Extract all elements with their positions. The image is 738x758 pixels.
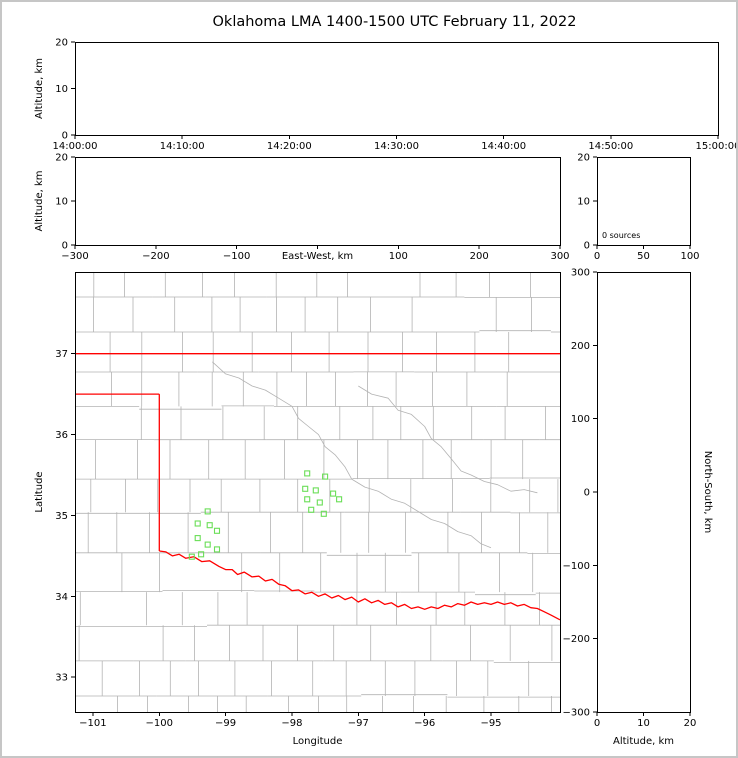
- state-border-lines: [75, 353, 560, 621]
- river-line: [212, 361, 492, 549]
- station-marker: [188, 553, 195, 560]
- ns-height-panel-border: [597, 272, 691, 713]
- y-tick-label: 200: [571, 341, 590, 352]
- x-axis-label: Altitude, km: [613, 736, 674, 747]
- y-tick-label: 35: [55, 511, 68, 522]
- y-tick-label: −100: [563, 561, 590, 572]
- x-tick-label: 100: [680, 251, 699, 262]
- x-tick-label: 0: [594, 718, 600, 729]
- histogram-panel: 0 50 100 0 10 20 0 sources: [577, 153, 699, 263]
- x-tick-label: −101: [79, 718, 106, 729]
- x-tick-label: 200: [470, 251, 489, 262]
- x-tick-label: −200: [142, 251, 169, 262]
- x-axis-label: Longitude: [293, 736, 343, 747]
- county-lines: [75, 272, 560, 712]
- y-tick-label: 33: [55, 673, 68, 684]
- y-tick-label: 20: [55, 38, 68, 49]
- x-tick-label: −300: [61, 251, 88, 262]
- station-marker: [194, 520, 201, 527]
- y-axis-label: Latitude: [34, 471, 45, 512]
- x-tick-label: 10: [637, 718, 650, 729]
- y-tick-label: 100: [571, 414, 590, 425]
- x-tick-label: 20: [684, 718, 697, 729]
- y-tick-label: 10: [55, 84, 68, 95]
- x-tick-label: −98: [281, 718, 302, 729]
- station-marker: [320, 510, 327, 517]
- station-marker: [336, 496, 343, 503]
- y-tick-label: 0: [62, 241, 68, 252]
- x-tick-label: 14:50:00: [588, 141, 633, 152]
- x-tick-label: 14:40:00: [481, 141, 526, 152]
- y-tick-label: 10: [55, 197, 68, 208]
- station-marker: [302, 485, 309, 492]
- river-lines: [212, 361, 538, 549]
- time-height-panel: 14:00:00 14:10:00 14:20:00 14:30:00 14:40:00…: [34, 38, 736, 153]
- station-marker: [312, 487, 319, 494]
- y-tick-label: −200: [563, 634, 590, 645]
- station-marker: [213, 527, 221, 534]
- x-tick-label: −97: [348, 718, 369, 729]
- x-tick-label: 0: [594, 251, 600, 262]
- x-axis-label: East-West, km: [282, 251, 353, 262]
- station-marker: [308, 506, 315, 513]
- y-tick-label: 20: [577, 153, 590, 164]
- station-marker: [206, 522, 213, 529]
- station-marker: [198, 551, 205, 558]
- x-tick-label: −100: [223, 251, 250, 262]
- map-content: [75, 272, 560, 712]
- x-tick-label: 100: [389, 251, 408, 262]
- x-tick-label: 14:10:00: [160, 141, 205, 152]
- y-tick-label: −300: [563, 708, 590, 719]
- y-axis-label: Altitude, km: [34, 58, 45, 119]
- source-count-annotation: 0 sources: [602, 231, 640, 240]
- plan-view-axes-border: [75, 272, 561, 713]
- ew-height-panel: −300 −200 −100 100 200 300 0 10 20 Altitude, km Ea…: [34, 153, 570, 263]
- y-tick-label: 0: [584, 488, 590, 499]
- figure-title: Oklahoma LMA 1400-1500 UTC February 11, …: [212, 14, 577, 30]
- plan-view-axes: −101 −100 −99 −98 −97 −96 −95 33 34 35 36 37 Longitu…: [34, 272, 561, 747]
- x-tick-label: −100: [146, 718, 173, 729]
- station-marker: [194, 535, 201, 542]
- station-marker: [213, 546, 221, 553]
- y-tick-label: 20: [55, 153, 68, 164]
- x-tick-label: 14:20:00: [267, 141, 312, 152]
- x-tick-label: 14:30:00: [374, 141, 419, 152]
- y-tick-label: 0: [62, 131, 68, 142]
- station-markers: [188, 470, 343, 560]
- x-tick-label: 14:00:00: [53, 141, 98, 152]
- station-marker: [204, 541, 211, 548]
- y-tick-label: 300: [571, 268, 590, 279]
- x-tick-label: 300: [550, 251, 569, 262]
- y-tick-label: 34: [55, 592, 68, 603]
- x-tick-label: −95: [480, 718, 501, 729]
- station-marker: [204, 508, 211, 515]
- x-tick-label: −96: [414, 718, 435, 729]
- x-tick-label: −99: [215, 718, 236, 729]
- y-tick-label: 37: [55, 349, 68, 360]
- station-marker: [330, 490, 337, 497]
- y-tick-label: 10: [577, 197, 590, 208]
- y-tick-label: 0: [584, 241, 590, 252]
- station-marker: [316, 499, 323, 506]
- river-line: [358, 385, 538, 494]
- ew-height-panel-border: [75, 157, 561, 246]
- x-tick-label: 50: [637, 251, 650, 262]
- y-tick-label: 36: [55, 430, 68, 441]
- plan-view-panel: [75, 272, 560, 712]
- station-marker: [304, 496, 311, 503]
- ns-height-panel: 0 10 20 300 200 100 0 −100 −200 −300 Altitude, km N…: [563, 268, 713, 748]
- right-axis-label: North-South, km: [702, 451, 713, 534]
- state-border-line: [159, 550, 560, 621]
- station-marker: [304, 470, 311, 477]
- station-marker: [322, 473, 329, 480]
- time-height-panel-border: [75, 42, 719, 136]
- y-axis-label: Altitude, km: [34, 171, 45, 232]
- x-tick-label: 15:00:00: [696, 141, 736, 152]
